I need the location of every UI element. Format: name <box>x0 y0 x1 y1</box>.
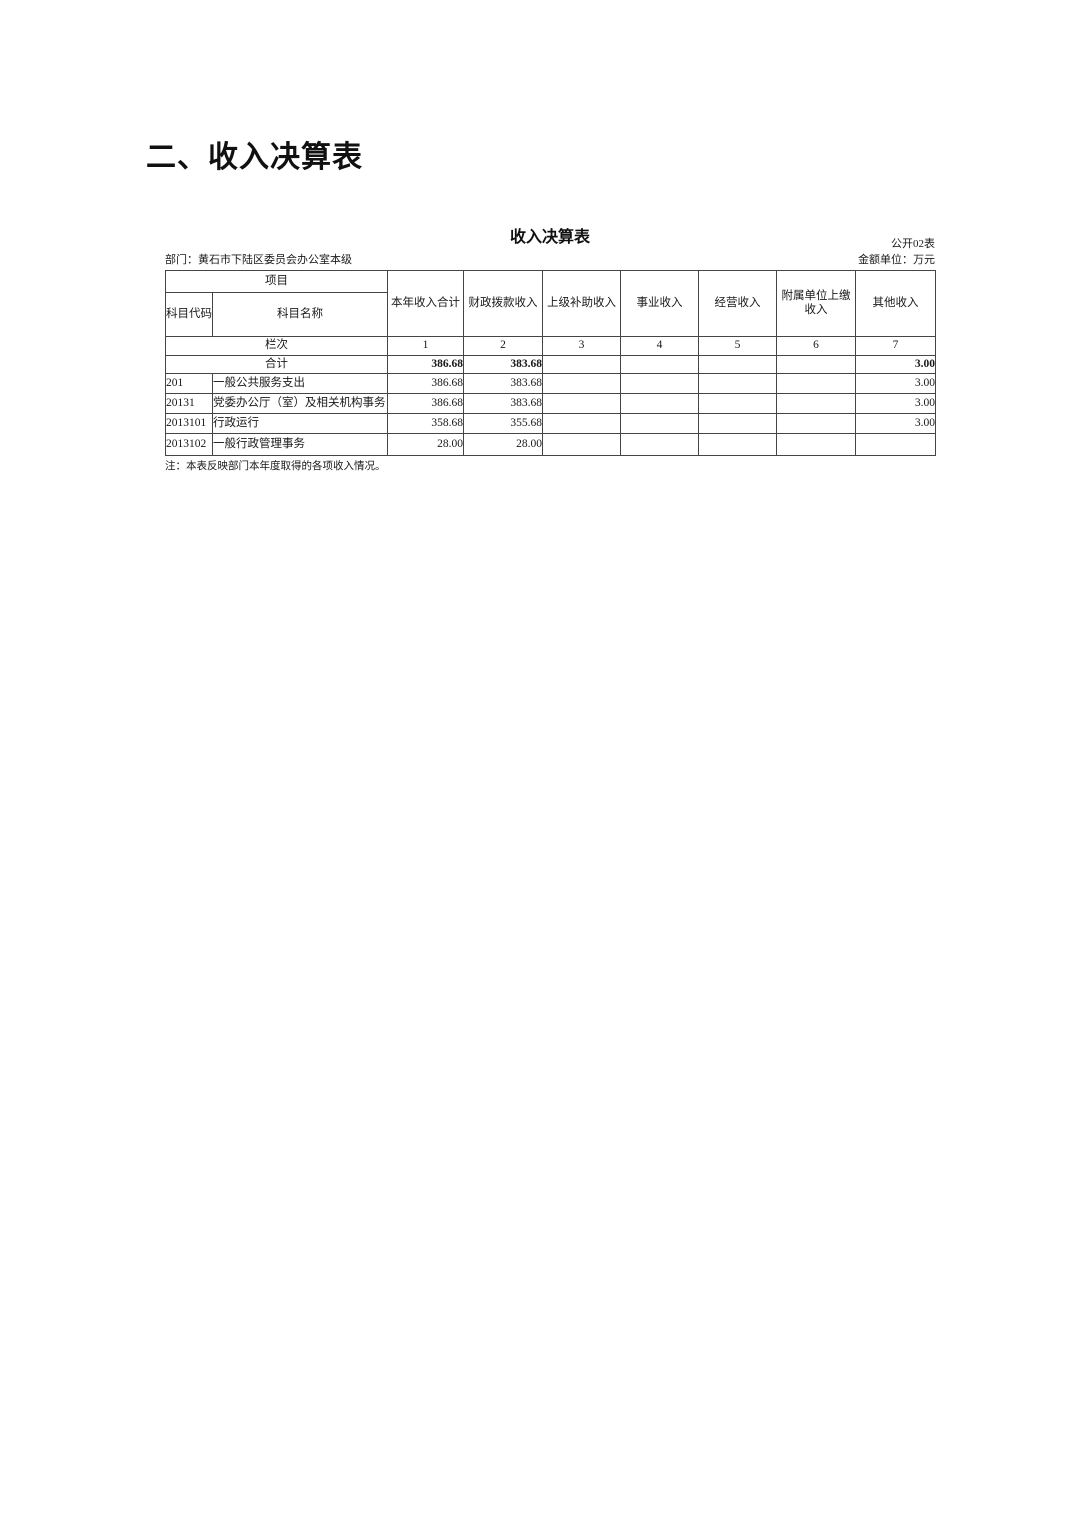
cell-value: 3.00 <box>855 413 936 434</box>
subject-name: 一般行政管理事务 <box>212 433 388 456</box>
subject-code: 2013102 <box>165 433 213 456</box>
column-index: 6 <box>776 336 856 356</box>
cell-value: 358.68 <box>387 413 464 434</box>
column-header-institutional-income: 事业收入 <box>620 270 699 337</box>
cell-value <box>542 433 621 456</box>
column-header-subordinate-remittance: 附属单位上缴收入 <box>776 270 856 337</box>
cell-value <box>698 393 777 414</box>
cell-value: 3.00 <box>855 373 936 394</box>
total-value <box>542 355 621 374</box>
total-value <box>776 355 856 374</box>
cell-value <box>620 413 699 434</box>
cell-value <box>620 433 699 456</box>
cell-value: 386.68 <box>387 393 464 414</box>
column-header-subject-code: 科目代码 <box>165 292 213 337</box>
total-value: 386.68 <box>387 355 464 374</box>
subject-code: 2013101 <box>165 413 213 434</box>
cell-value <box>620 373 699 394</box>
cell-value <box>855 433 936 456</box>
department-label: 部门：黄石市下陆区委员会办公室本级 <box>165 254 352 266</box>
header-project: 项目 <box>165 270 388 293</box>
header-row-subject: 科目代码 科目名称 <box>165 292 936 337</box>
total-label: 合计 <box>165 355 388 374</box>
column-header-operating-income: 经营收入 <box>698 270 777 337</box>
page-heading: 二、收入决算表 <box>146 141 363 174</box>
cell-value <box>776 433 856 456</box>
table-row: 20131 党委办公厅（室）及相关机构事务 386.68 383.68 3.00 <box>165 393 936 414</box>
cell-value: 28.00 <box>463 433 543 456</box>
column-header-fiscal-appropriation: 财政拨款收入 <box>463 270 543 337</box>
subject-name: 一般公共服务支出 <box>212 373 388 394</box>
table-note: 注：本表反映部门本年度取得的各项收入情况。 <box>165 461 386 472</box>
cell-value: 383.68 <box>463 373 543 394</box>
total-value: 383.68 <box>463 355 543 374</box>
income-table: 项目 本年收入合计 财政拨款收入 上级补助收入 事业收入 经营收入 附属单位上缴… <box>165 270 936 456</box>
column-index: 3 <box>542 336 621 356</box>
cell-value: 3.00 <box>855 393 936 414</box>
meta-line: 部门：黄石市下陆区委员会办公室本级 金额单位：万元 <box>165 254 935 267</box>
cell-value: 28.00 <box>387 433 464 456</box>
cell-value <box>698 373 777 394</box>
cell-value <box>542 393 621 414</box>
sheet-code-label: 公开02表 <box>891 238 935 250</box>
column-header-other-income: 其他收入 <box>855 270 936 337</box>
table-row: 2013102 一般行政管理事务 28.00 28.00 <box>165 433 936 456</box>
cell-value <box>620 393 699 414</box>
cell-value: 355.68 <box>463 413 543 434</box>
cell-value <box>542 413 621 434</box>
cell-value <box>776 393 856 414</box>
column-index: 2 <box>463 336 543 356</box>
cell-value <box>776 373 856 394</box>
header-row-project: 项目 本年收入合计 财政拨款收入 上级补助收入 事业收入 经营收入 附属单位上缴… <box>165 270 936 337</box>
cell-value: 386.68 <box>387 373 464 394</box>
subject-name: 行政运行 <box>212 413 388 434</box>
cell-value: 383.68 <box>463 393 543 414</box>
column-index-label: 栏次 <box>165 336 388 356</box>
table-row: 201 一般公共服务支出 386.68 383.68 3.00 <box>165 373 936 394</box>
column-index: 5 <box>698 336 777 356</box>
subject-code: 20131 <box>165 393 213 414</box>
column-index-row: 栏次 1 2 3 4 5 6 7 <box>165 336 936 356</box>
total-row: 合计 386.68 383.68 3.00 <box>165 355 936 374</box>
table-title: 收入决算表 <box>509 229 590 246</box>
total-value <box>698 355 777 374</box>
subject-code: 201 <box>165 373 213 394</box>
column-header-subject-name: 科目名称 <box>212 292 388 337</box>
cell-value <box>698 433 777 456</box>
subject-name: 党委办公厅（室）及相关机构事务 <box>212 393 388 414</box>
report-sheet: 收入决算表 公开02表 部门：黄石市下陆区委员会办公室本级 金额单位：万元 项目… <box>165 228 936 473</box>
column-index: 1 <box>387 336 464 356</box>
table-row: 2013101 行政运行 358.68 355.68 3.00 <box>165 413 936 434</box>
unit-label: 金额单位：万元 <box>858 254 935 266</box>
cell-value <box>776 413 856 434</box>
cell-value <box>542 373 621 394</box>
column-header-superior-subsidy: 上级补助收入 <box>542 270 621 337</box>
column-header-total-income: 本年收入合计 <box>387 270 464 337</box>
total-value: 3.00 <box>855 355 936 374</box>
total-value <box>620 355 699 374</box>
column-index: 4 <box>620 336 699 356</box>
column-index: 7 <box>855 336 936 356</box>
cell-value <box>698 413 777 434</box>
